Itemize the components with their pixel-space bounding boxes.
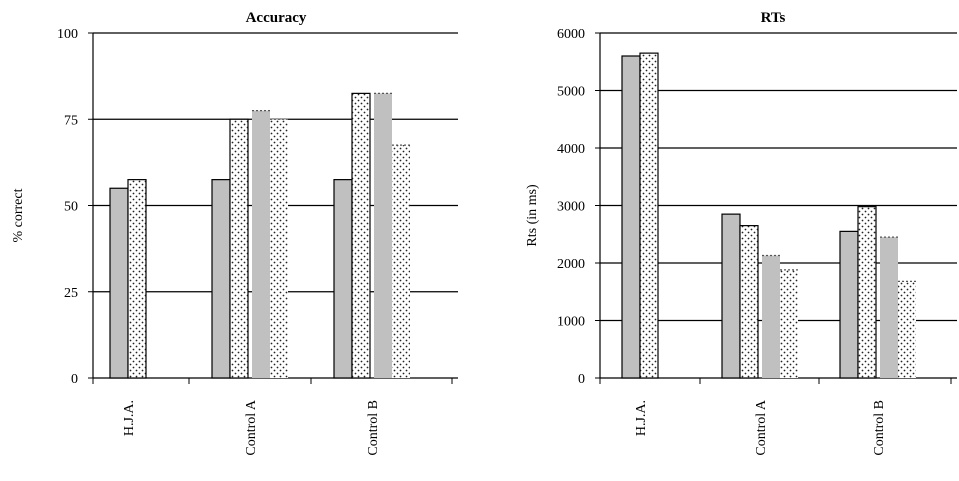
y-tick-label: 3000 (557, 200, 585, 215)
y-tick-label: 5000 (557, 85, 585, 100)
bar (392, 145, 410, 378)
bar (252, 110, 270, 378)
bar (762, 255, 780, 378)
x-category-label: H.J.A. (634, 400, 649, 436)
chart-title: RTs (761, 10, 786, 26)
y-tick-label: 2000 (557, 257, 585, 272)
bar (721, 213, 741, 379)
bar (374, 93, 392, 378)
y-tick-label: 0 (578, 372, 585, 387)
y-tick-label: 75 (64, 113, 78, 128)
x-category-label: Control A (754, 399, 769, 456)
bar (333, 179, 353, 379)
bar (621, 55, 641, 379)
bar (270, 119, 288, 378)
y-tick-label: 50 (64, 200, 78, 215)
chart-accuracy: 0 25 50 75 100 H.J.A. Control A Control B Accura… (11, 10, 458, 456)
x-category-label: Control B (366, 400, 381, 456)
y-tick-label: 1000 (557, 315, 585, 330)
bar (127, 179, 147, 379)
bar (229, 118, 249, 379)
bar (780, 269, 798, 378)
bar (880, 237, 898, 378)
bar (351, 92, 371, 379)
bar (211, 179, 231, 379)
y-tick-label: 0 (71, 372, 78, 387)
y-tick-label: 6000 (557, 27, 585, 42)
y-tick-label: 100 (57, 27, 78, 42)
bar (898, 281, 916, 378)
x-category-label: Control B (872, 400, 887, 456)
bar (109, 187, 129, 379)
y-tick-label: 25 (64, 286, 78, 301)
bar (857, 206, 877, 379)
x-category-label: H.J.A. (122, 400, 137, 436)
y-tick-label: 4000 (557, 142, 585, 157)
bar (839, 230, 859, 379)
x-category-label: Control A (244, 399, 259, 456)
bar (739, 225, 759, 379)
y-axis-label: % correct (11, 188, 26, 242)
chart-rts: 0 1000 2000 3000 4000 5000 6000 H.J.A. Control A… (525, 10, 957, 456)
chart-title: Accuracy (246, 10, 307, 26)
bar (639, 52, 659, 379)
y-axis-label: Rts (in ms) (525, 184, 540, 247)
